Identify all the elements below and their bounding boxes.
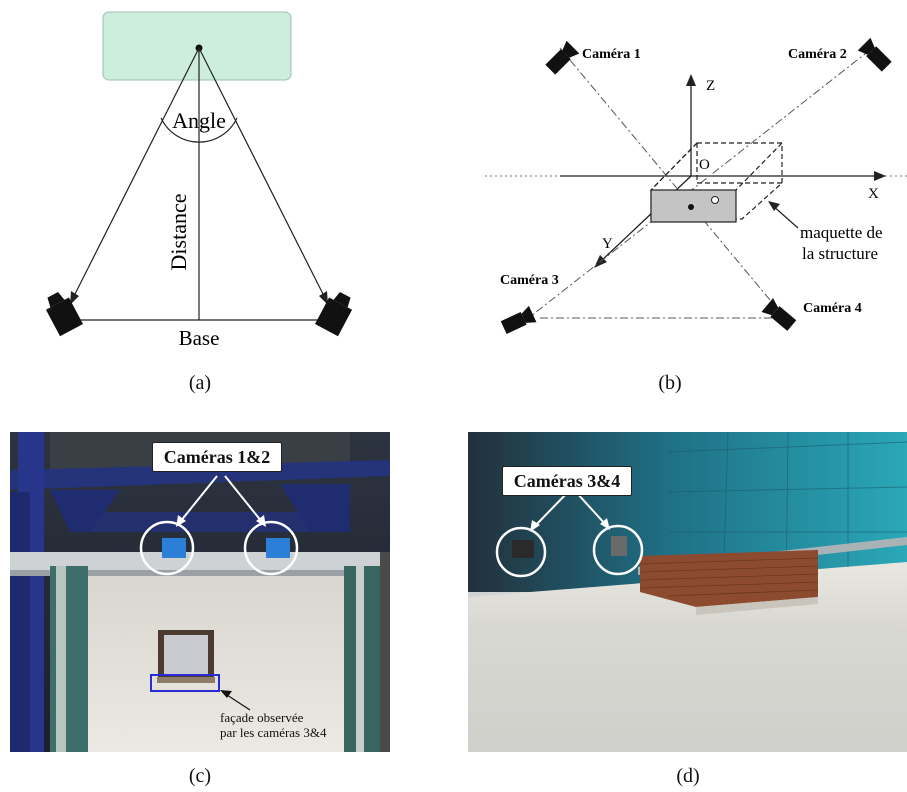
camera-2-label: Caméra 2 <box>788 47 847 62</box>
facade-note: façade observée par les caméras 3&4 <box>220 710 326 740</box>
camera-highlight-circle <box>139 520 195 576</box>
cameras-1-2-callout: Caméras 1&2 <box>152 442 282 472</box>
model-label-line1: maquette de <box>800 223 883 242</box>
camera-1-label: Caméra 1 <box>582 47 641 62</box>
camera-icon <box>761 298 797 331</box>
distance-label: Distance <box>166 194 191 271</box>
caption-d: (d) <box>676 765 700 787</box>
camera-highlight-circle <box>495 526 547 578</box>
camera-icon <box>45 291 83 337</box>
origin-label: O <box>699 157 710 173</box>
axis-z-label: Z <box>706 78 715 94</box>
camera-icon <box>315 291 353 337</box>
cameras-3-4-callout: Caméras 3&4 <box>502 466 632 496</box>
facade-note-line1: façade observée <box>220 710 304 725</box>
photo-d-side-view: Caméras 3&4 <box>468 432 907 752</box>
sight-line-right <box>198 47 327 301</box>
caption-c: (c) <box>188 765 212 787</box>
axis-y-label: Y <box>602 236 613 252</box>
camera-icon <box>545 40 580 75</box>
panel-a-stereo-geometry: Angle Distance Base <box>45 11 353 350</box>
angle-arc <box>160 117 238 143</box>
facade-note-line2: par les caméras 3&4 <box>220 725 327 740</box>
caption-b: (b) <box>658 372 682 394</box>
camera-3-label: Caméra 3 <box>500 273 559 288</box>
camera-highlight-circle <box>243 520 299 576</box>
caption-a: (a) <box>188 372 212 394</box>
arrow-head-right <box>319 291 328 305</box>
axis-x-label: X <box>868 186 879 202</box>
camera-icon <box>500 305 537 334</box>
structure-model-box <box>650 142 783 223</box>
angle-label: Angle <box>172 108 226 133</box>
model-label-line2: la structure <box>802 244 878 263</box>
camera-4-label: Caméra 4 <box>803 301 862 316</box>
camera-highlight-circle <box>592 524 644 576</box>
base-label: Base <box>179 326 220 350</box>
photo-c-top-view: Caméras 1&2 façade observée par les camé… <box>10 432 390 752</box>
camera-icon <box>857 37 892 72</box>
panel-b-camera-setup: Z X Y O maquette de la structure Caméra … <box>485 37 907 334</box>
observed-facade-highlight <box>150 674 220 692</box>
arrow-head-left <box>70 291 79 305</box>
sight-line-left <box>71 47 200 301</box>
